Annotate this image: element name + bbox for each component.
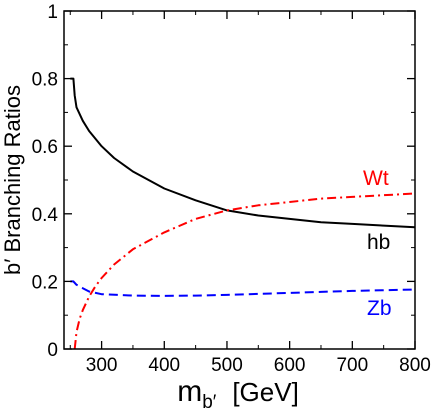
y-tick-label: 0.4	[32, 205, 59, 226]
x-tick-label: 600	[274, 355, 306, 376]
y-axis-label: b′ Branching Ratios	[0, 85, 25, 275]
x-tick-label: 400	[148, 355, 180, 376]
x-axis-label-unit: [GeV]	[232, 377, 298, 407]
series-label-hb: hb	[367, 231, 390, 254]
y-tick-label: 0.2	[32, 272, 58, 293]
series-curves	[70, 77, 416, 350]
series-label-zb: Zb	[367, 297, 392, 320]
y-tick-label: 0	[47, 340, 58, 361]
x-tick-label: 300	[86, 355, 118, 376]
series-line-hb	[70, 77, 416, 229]
series-labels: hb Wt Zb	[363, 167, 392, 320]
tick-labels: 300 400 500 600 700 800 0 0.2 0.4 0.6 0.8 1	[32, 2, 431, 376]
y-tick-label: 0.8	[32, 70, 58, 91]
x-tick-label: 500	[211, 355, 243, 376]
x-tick-label: 800	[399, 355, 431, 376]
series-line-wt	[73, 192, 416, 350]
series-line-zb	[70, 280, 416, 297]
series-label-wt: Wt	[363, 167, 389, 190]
x-axis-label: mb′ [GeV]	[177, 375, 299, 413]
y-tick-label: 1	[47, 2, 58, 23]
x-axis-label-base: m	[177, 375, 202, 408]
x-axis-label-subscript: b′	[202, 392, 217, 413]
axis-ticks	[64, 10, 416, 350]
y-tick-label: 0.6	[32, 137, 58, 158]
x-tick-label: 700	[336, 355, 368, 376]
